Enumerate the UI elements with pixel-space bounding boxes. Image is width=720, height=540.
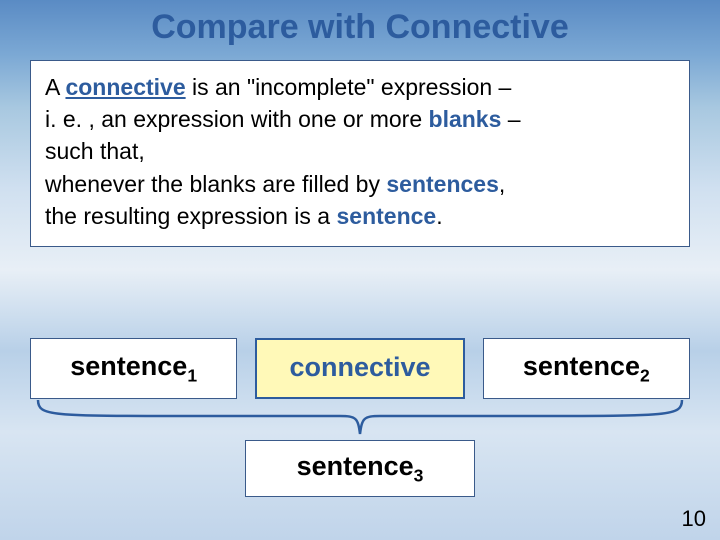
term-connective: connective: [65, 74, 185, 100]
page-number: 10: [682, 506, 706, 532]
text: A: [45, 74, 65, 100]
text: the resulting expression is a: [45, 203, 337, 229]
box-subscript: 3: [414, 465, 424, 485]
input-row: sentence1 connective sentence2: [30, 338, 690, 399]
slide: Compare with Connective A connective is …: [0, 0, 720, 540]
sentence1-box: sentence1: [30, 338, 237, 399]
brace-icon: [30, 398, 690, 438]
text: is an "incomplete" expression –: [186, 74, 512, 100]
definition-line-2: i. e. , an expression with one or more b…: [45, 103, 675, 135]
text: ,: [499, 171, 505, 197]
box-label: connective: [289, 352, 430, 382]
term-blanks: blanks: [429, 106, 502, 132]
definition-line-4: whenever the blanks are filled by senten…: [45, 168, 675, 200]
box-subscript: 1: [187, 365, 197, 385]
term-sentences: sentences: [386, 171, 499, 197]
slide-title: Compare with Connective: [0, 0, 720, 47]
definition-line-5: the resulting expression is a sentence.: [45, 200, 675, 232]
box-label: sentence: [523, 351, 640, 381]
box-label: sentence: [70, 351, 187, 381]
definition-line-1: A connective is an "incomplete" expressi…: [45, 71, 675, 103]
definition-line-3: such that,: [45, 135, 675, 167]
term-sentence: sentence: [337, 203, 437, 229]
text: i. e. , an expression with one or more: [45, 106, 429, 132]
connective-box: connective: [255, 338, 464, 399]
text: .: [436, 203, 442, 229]
definition-box: A connective is an "incomplete" expressi…: [30, 60, 690, 247]
sentence2-box: sentence2: [483, 338, 690, 399]
text: whenever the blanks are filled by: [45, 171, 386, 197]
text: –: [501, 106, 520, 132]
box-label: sentence: [297, 451, 414, 481]
sentence3-box: sentence3: [245, 440, 475, 497]
box-subscript: 2: [640, 365, 650, 385]
